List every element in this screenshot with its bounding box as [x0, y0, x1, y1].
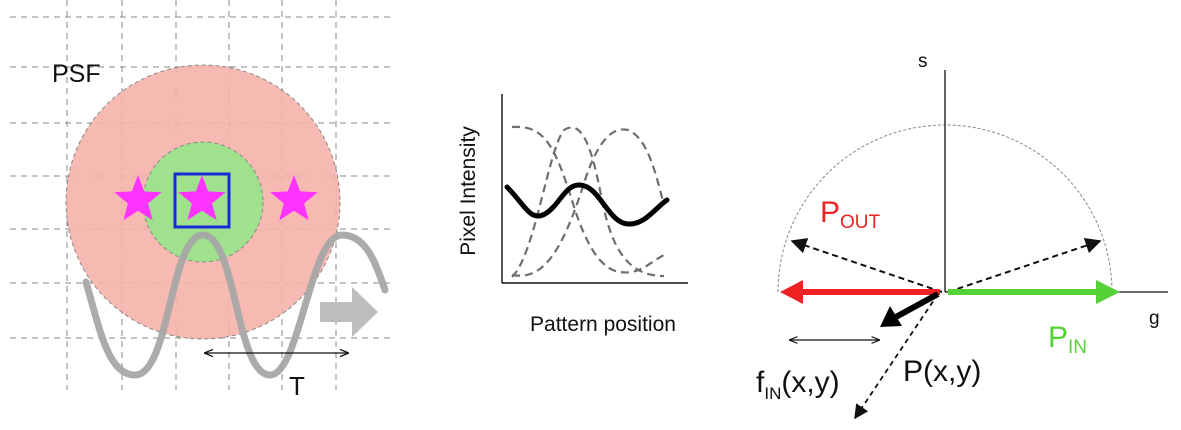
phase-curve-3 — [511, 128, 666, 277]
p-xy-arrowhead — [880, 306, 902, 327]
p-out-label: POUT — [820, 196, 881, 233]
p-xy-arrow — [892, 291, 940, 321]
f-in-label: fIN(x,y) — [756, 366, 840, 403]
phase-curve-2 — [511, 126, 665, 278]
p-in-arrowhead — [1096, 280, 1120, 304]
intensity-panel: Pixel Intensity Pattern position — [457, 94, 688, 336]
star-icon — [114, 175, 162, 221]
star-icon — [178, 175, 226, 221]
p-in-vector — [947, 237, 1102, 293]
illumination-wave — [82, 231, 389, 379]
arrow-right-icon — [320, 287, 378, 337]
period-label: T — [289, 371, 305, 401]
p-in-label: PIN — [1048, 321, 1087, 358]
intensity-x-label: Pattern position — [530, 313, 676, 336]
mean-intensity-curve — [504, 182, 670, 227]
p-out-vector — [790, 238, 943, 293]
p-xy-vector — [854, 293, 939, 420]
star-icon — [270, 175, 318, 221]
phasor-panel: s g POUT PIN P(x,y) fIN(x,y) — [756, 51, 1168, 420]
s-axis-label: s — [918, 51, 928, 72]
psf-label: PSF — [52, 60, 101, 88]
phase-curve-1 — [511, 125, 665, 274]
g-axis-label: g — [1149, 308, 1160, 329]
intensity-y-label: Pixel Intensity — [457, 126, 480, 256]
pixel-box — [173, 172, 231, 229]
p-xy-label: P(x,y) — [903, 355, 981, 388]
psf-panel: T PSF — [10, 0, 395, 401]
p-out-arrowhead — [780, 280, 803, 304]
